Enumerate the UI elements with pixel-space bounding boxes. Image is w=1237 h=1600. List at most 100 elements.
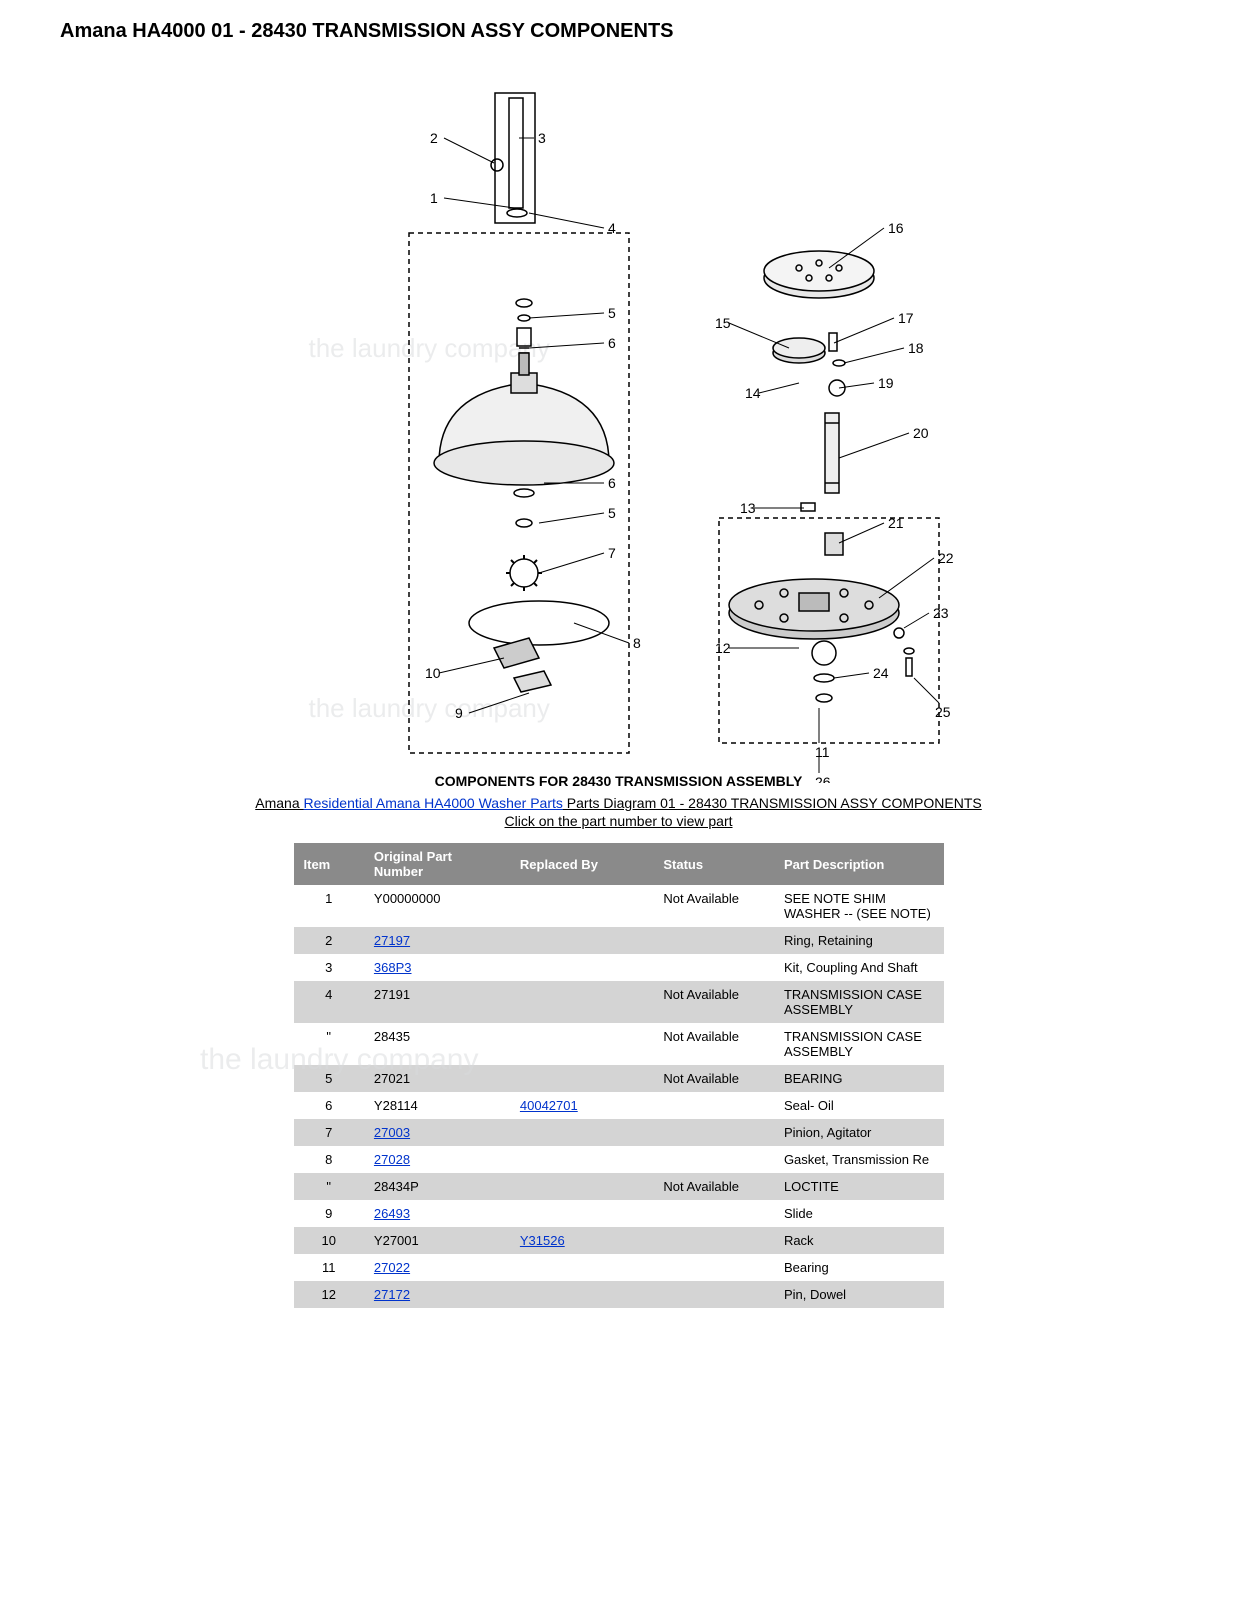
cell-item: 4 — [294, 981, 364, 1023]
cell-item: 11 — [294, 1254, 364, 1281]
col-description: Part Description — [774, 843, 944, 885]
table-row: 10Y27001Y31526Rack — [294, 1227, 944, 1254]
cell-item: 5 — [294, 1065, 364, 1092]
cell-original-part: Y28114 — [364, 1092, 510, 1119]
cell-original-part: 27172 — [364, 1281, 510, 1308]
svg-text:13: 13 — [740, 500, 756, 516]
cell-status — [653, 1227, 774, 1254]
cell-item: 12 — [294, 1281, 364, 1308]
svg-text:11: 11 — [815, 744, 830, 760]
click-hint: Click on the part number to view part — [60, 813, 1177, 829]
cell-item: 7 — [294, 1119, 364, 1146]
cell-item: " — [294, 1173, 364, 1200]
svg-text:4: 4 — [608, 220, 616, 236]
part-link[interactable]: 27028 — [374, 1152, 410, 1167]
replacement-link[interactable]: Y31526 — [520, 1233, 565, 1248]
part-link[interactable]: 27022 — [374, 1260, 410, 1275]
svg-text:17: 17 — [898, 310, 914, 326]
svg-text:24: 24 — [873, 665, 889, 681]
parts-table: Item Original Part Number Replaced By St… — [294, 843, 944, 1308]
svg-text:8: 8 — [633, 635, 641, 651]
svg-text:5: 5 — [608, 305, 616, 321]
table-row: "28435Not AvailableTRANSMISSION CASE ASS… — [294, 1023, 944, 1065]
svg-text:6: 6 — [608, 475, 616, 491]
part-link[interactable]: 368P3 — [374, 960, 412, 975]
cell-status: Not Available — [653, 981, 774, 1023]
table-row: 1Y00000000Not AvailableSEE NOTE SHIM WAS… — [294, 885, 944, 927]
cell-replaced-by — [510, 1023, 653, 1065]
cell-replaced-by — [510, 1146, 653, 1173]
cell-description: SEE NOTE SHIM WASHER -- (SEE NOTE) — [774, 885, 944, 927]
cell-description: Pinion, Agitator — [774, 1119, 944, 1146]
cell-replaced-by — [510, 981, 653, 1023]
breadcrumb: Amana Residential Amana HA4000 Washer Pa… — [60, 795, 1177, 811]
svg-text:6: 6 — [608, 335, 616, 351]
col-status: Status — [653, 843, 774, 885]
svg-text:10: 10 — [425, 665, 441, 681]
cell-original-part: 28434P — [364, 1173, 510, 1200]
cell-original-part: 27003 — [364, 1119, 510, 1146]
part-link[interactable]: 27003 — [374, 1125, 410, 1140]
cell-status — [653, 927, 774, 954]
cell-item: 3 — [294, 954, 364, 981]
svg-text:7: 7 — [608, 545, 616, 561]
cell-status: Not Available — [653, 1065, 774, 1092]
table-header-row: Item Original Part Number Replaced By St… — [294, 843, 944, 885]
table-row: "28434PNot AvailableLOCTITE — [294, 1173, 944, 1200]
replacement-link[interactable]: 40042701 — [520, 1098, 578, 1113]
breadcrumb-suffix: Parts Diagram 01 - 28430 TRANSMISSION AS… — [563, 795, 982, 811]
part-link[interactable]: 27172 — [374, 1287, 410, 1302]
svg-text:20: 20 — [913, 425, 929, 441]
cell-status — [653, 1281, 774, 1308]
svg-text:5: 5 — [608, 505, 616, 521]
cell-original-part: 27021 — [364, 1065, 510, 1092]
cell-replaced-by — [510, 954, 653, 981]
cell-replaced-by — [510, 1254, 653, 1281]
svg-text:18: 18 — [908, 340, 924, 356]
table-row: 926493Slide — [294, 1200, 944, 1227]
cell-description: Rack — [774, 1227, 944, 1254]
cell-description: Ring, Retaining — [774, 927, 944, 954]
cell-original-part: 26493 — [364, 1200, 510, 1227]
cell-description: TRANSMISSION CASE ASSEMBLY — [774, 1023, 944, 1065]
svg-text:2: 2 — [430, 130, 438, 146]
cell-status — [653, 1146, 774, 1173]
table-row: 7 27003 Pinion, Agitator — [294, 1119, 944, 1146]
cell-replaced-by — [510, 1119, 653, 1146]
cell-description: Kit, Coupling And Shaft — [774, 954, 944, 981]
cell-original-part: 27197 — [364, 927, 510, 954]
svg-text:16: 16 — [888, 220, 904, 236]
cell-description: Pin, Dowel — [774, 1281, 944, 1308]
cell-description: Slide — [774, 1200, 944, 1227]
cell-item: " — [294, 1023, 364, 1065]
part-link[interactable]: 27197 — [374, 933, 410, 948]
svg-text:9: 9 — [455, 705, 463, 721]
cell-description: Seal- Oil — [774, 1092, 944, 1119]
breadcrumb-link[interactable]: Residential Amana HA4000 Washer Parts — [304, 795, 563, 811]
cell-replaced-by — [510, 1065, 653, 1092]
cell-replaced-by — [510, 1200, 653, 1227]
cell-status — [653, 954, 774, 981]
cell-original-part: 27028 — [364, 1146, 510, 1173]
cell-description: BEARING — [774, 1065, 944, 1092]
cell-description: TRANSMISSION CASE ASSEMBLY — [774, 981, 944, 1023]
cell-description: Bearing — [774, 1254, 944, 1281]
diagram-svg: 1234566578910111213141516171819202122232… — [239, 53, 999, 783]
cell-status — [653, 1119, 774, 1146]
svg-text:21: 21 — [888, 515, 904, 531]
cell-item: 10 — [294, 1227, 364, 1254]
cell-original-part: 27191 — [364, 981, 510, 1023]
cell-replaced-by: 40042701 — [510, 1092, 653, 1119]
cell-original-part: 28435 — [364, 1023, 510, 1065]
svg-text:15: 15 — [715, 315, 731, 331]
cell-status — [653, 1254, 774, 1281]
svg-text:22: 22 — [938, 550, 954, 566]
cell-status: Not Available — [653, 1173, 774, 1200]
cell-replaced-by — [510, 927, 653, 954]
col-replaced-by: Replaced By — [510, 843, 653, 885]
part-link[interactable]: 26493 — [374, 1206, 410, 1221]
cell-item: 6 — [294, 1092, 364, 1119]
svg-text:23: 23 — [933, 605, 949, 621]
table-row: 3 368P3 Kit, Coupling And Shaft — [294, 954, 944, 981]
col-original-part: Original Part Number — [364, 843, 510, 885]
